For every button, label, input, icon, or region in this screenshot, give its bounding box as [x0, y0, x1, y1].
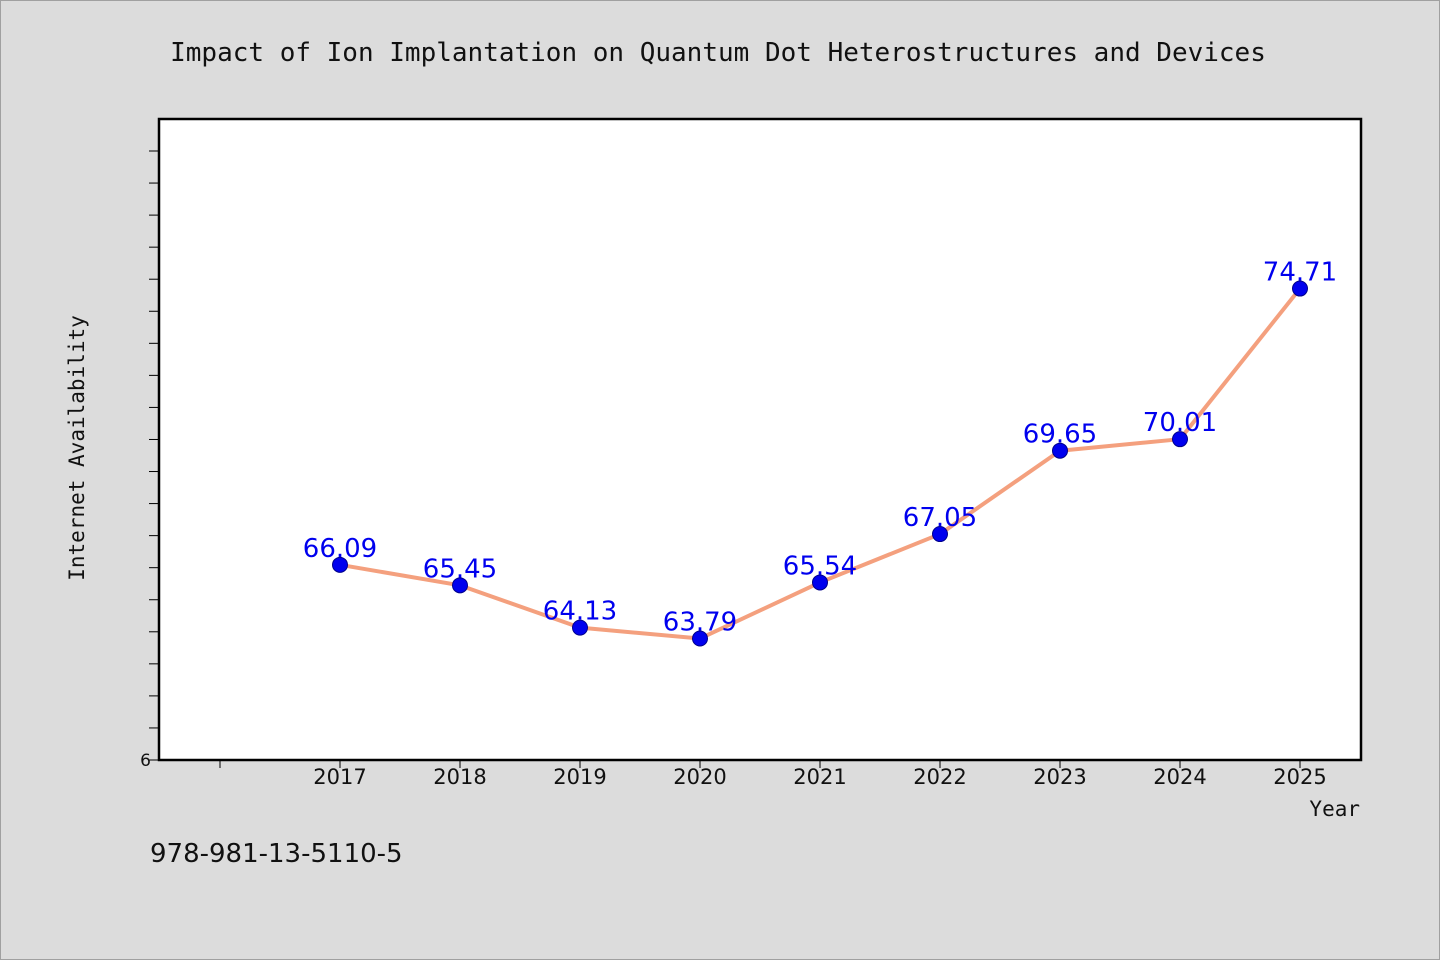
data-label: 65.54	[783, 551, 857, 581]
y-axis-label: Internet Availability	[65, 315, 89, 581]
data-point	[332, 556, 348, 573]
data-label: 66.09	[303, 534, 377, 564]
x-tick-label: 2019	[553, 765, 606, 789]
x-tick-label: 2021	[793, 765, 846, 789]
data-point	[812, 574, 828, 591]
data-point	[452, 577, 468, 594]
x-tick-label: 2025	[1273, 765, 1326, 789]
x-axis-ticks: 2017 2018 2019 2020 2021 2022 2023 2024 2025	[219, 760, 1327, 789]
data-label: 64.13	[543, 597, 617, 627]
data-point	[1292, 280, 1308, 297]
data-label: 69.65	[1023, 420, 1097, 450]
x-tick-label: 2023	[1033, 765, 1086, 789]
x-axis-label: Year	[1309, 797, 1360, 821]
data-point	[932, 526, 948, 543]
x-tick-label: 2017	[313, 765, 366, 789]
x-tick-label: 2022	[913, 765, 966, 789]
x-tick-label: 2018	[433, 765, 486, 789]
data-label: 65.45	[423, 554, 497, 584]
data-label: 67.05	[903, 503, 977, 533]
chart-title: Impact of Ion Implantation on Quantum Do…	[170, 38, 1266, 68]
series-layer: 66.09 65.45 64.13 63.79 65.54 67.05 69.65 70.01…	[303, 258, 1337, 647]
y-axis-ticks: 6	[140, 150, 159, 771]
isbn-footer: 978-981-13-5110-5	[150, 839, 403, 869]
data-point	[1052, 442, 1068, 459]
x-tick-label: 2020	[673, 765, 726, 789]
y-tick-label: 6	[140, 751, 151, 771]
data-point	[692, 630, 708, 647]
data-label: 70.01	[1143, 408, 1217, 438]
data-point	[1172, 431, 1188, 448]
x-tick-label: 2024	[1153, 765, 1206, 789]
data-label: 74.71	[1263, 258, 1337, 288]
data-label: 63.79	[663, 608, 737, 638]
data-point	[572, 619, 588, 636]
